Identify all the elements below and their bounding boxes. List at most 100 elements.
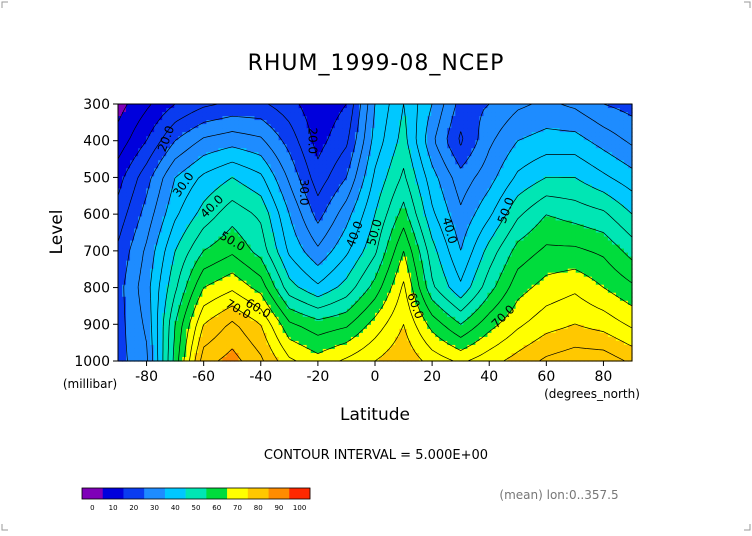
heatmap-cell bbox=[419, 188, 424, 193]
heatmap-cell bbox=[162, 312, 167, 318]
heatmap-cell bbox=[274, 156, 280, 161]
heatmap-cell bbox=[218, 152, 224, 157]
heatmap-cell bbox=[399, 140, 404, 145]
heatmap-cell bbox=[370, 308, 376, 314]
heatmap-cell bbox=[403, 144, 408, 149]
heatmap-cell bbox=[326, 240, 332, 246]
heatmap-cell bbox=[158, 128, 163, 133]
heatmap-cell bbox=[182, 104, 187, 109]
heatmap-cell bbox=[391, 160, 396, 165]
heatmap-cell bbox=[383, 356, 388, 362]
heatmap-cell bbox=[306, 156, 312, 161]
heatmap-cell bbox=[238, 124, 244, 129]
heatmap-cell bbox=[322, 276, 328, 282]
heatmap-cell bbox=[194, 172, 199, 177]
heatmap-cell bbox=[134, 212, 139, 218]
heatmap-cell bbox=[162, 268, 167, 274]
heatmap-cell bbox=[391, 172, 396, 177]
heatmap-cell bbox=[411, 332, 416, 338]
heatmap-cell bbox=[150, 312, 155, 318]
heatmap-cell bbox=[302, 124, 308, 129]
heatmap-cell bbox=[270, 148, 276, 153]
heatmap-cell bbox=[206, 220, 211, 226]
heatmap-cell bbox=[310, 252, 316, 258]
heatmap-cell bbox=[174, 124, 179, 129]
heatmap-cell bbox=[214, 136, 219, 141]
heatmap-cell bbox=[162, 116, 167, 121]
heatmap-cell bbox=[126, 252, 131, 258]
heatmap-cell bbox=[142, 220, 147, 226]
heatmap-cell bbox=[206, 276, 211, 282]
heatmap-cell bbox=[222, 256, 228, 262]
heatmap-cell bbox=[366, 172, 372, 177]
heatmap-cell bbox=[214, 280, 219, 286]
heatmap-cell bbox=[206, 148, 211, 153]
heatmap-cell bbox=[166, 260, 171, 266]
heatmap-cell bbox=[214, 232, 219, 238]
heatmap-cell bbox=[214, 188, 219, 193]
heatmap-cell bbox=[174, 176, 179, 181]
heatmap-cell bbox=[258, 108, 264, 113]
heatmap-cell bbox=[182, 340, 187, 346]
heatmap-cell bbox=[142, 124, 147, 129]
heatmap-cell bbox=[354, 164, 360, 169]
heatmap-cell bbox=[202, 216, 207, 222]
heatmap-cell bbox=[302, 332, 308, 338]
heatmap-cell bbox=[134, 148, 139, 153]
heatmap-cell bbox=[419, 288, 424, 294]
heatmap-cell bbox=[290, 236, 296, 242]
heatmap-cell bbox=[314, 232, 320, 238]
heatmap-cell bbox=[298, 244, 304, 250]
heatmap-cell bbox=[334, 184, 340, 189]
heatmap-cell bbox=[166, 188, 171, 193]
heatmap-cell bbox=[298, 344, 304, 350]
heatmap-cell bbox=[310, 244, 316, 250]
heatmap-cell bbox=[186, 216, 191, 222]
heatmap-cell bbox=[210, 272, 215, 278]
heatmap-cell bbox=[314, 348, 320, 354]
heatmap-cell bbox=[415, 272, 420, 278]
heatmap-cell bbox=[350, 240, 356, 246]
heatmap-cell bbox=[198, 136, 203, 141]
heatmap-cell bbox=[202, 180, 207, 185]
heatmap-cell bbox=[314, 216, 320, 222]
heatmap-cell bbox=[391, 312, 396, 318]
heatmap-cell bbox=[278, 176, 284, 181]
heatmap-cell bbox=[298, 332, 304, 338]
heatmap-cell bbox=[214, 336, 219, 342]
heatmap-cell bbox=[294, 228, 300, 234]
heatmap-cell bbox=[210, 332, 215, 338]
heatmap-cell bbox=[395, 280, 400, 286]
heatmap-cell bbox=[202, 336, 207, 342]
heatmap-cell bbox=[194, 132, 199, 137]
heatmap-cell bbox=[214, 344, 219, 350]
heatmap-cell bbox=[375, 200, 380, 205]
heatmap-cell bbox=[206, 172, 211, 177]
heatmap-cell bbox=[366, 272, 372, 278]
heatmap-cell bbox=[198, 340, 203, 346]
heatmap-cell bbox=[334, 320, 340, 326]
heatmap-cell bbox=[166, 312, 171, 318]
heatmap-cell bbox=[258, 332, 264, 338]
heatmap-cell bbox=[218, 312, 224, 318]
heatmap-cell bbox=[370, 268, 376, 274]
heatmap-cell bbox=[122, 248, 127, 254]
heatmap-cell bbox=[375, 188, 380, 193]
heatmap-cell bbox=[298, 144, 304, 149]
heatmap-cell bbox=[158, 308, 163, 314]
heatmap-cell bbox=[302, 316, 308, 322]
heatmap-cell bbox=[411, 232, 416, 238]
heatmap-cell bbox=[282, 244, 288, 250]
heatmap-cell bbox=[302, 244, 308, 250]
heatmap-cell bbox=[202, 172, 207, 177]
heatmap-cell bbox=[419, 144, 424, 149]
heatmap-cell bbox=[234, 332, 240, 338]
heatmap-cell bbox=[346, 212, 352, 218]
heatmap-cell bbox=[194, 256, 199, 262]
heatmap-cell bbox=[122, 252, 127, 258]
heatmap-cell bbox=[206, 208, 211, 214]
heatmap-cell bbox=[218, 352, 224, 358]
heatmap-cell bbox=[254, 176, 260, 181]
heatmap-cell bbox=[294, 204, 300, 210]
heatmap-cell bbox=[210, 324, 215, 330]
